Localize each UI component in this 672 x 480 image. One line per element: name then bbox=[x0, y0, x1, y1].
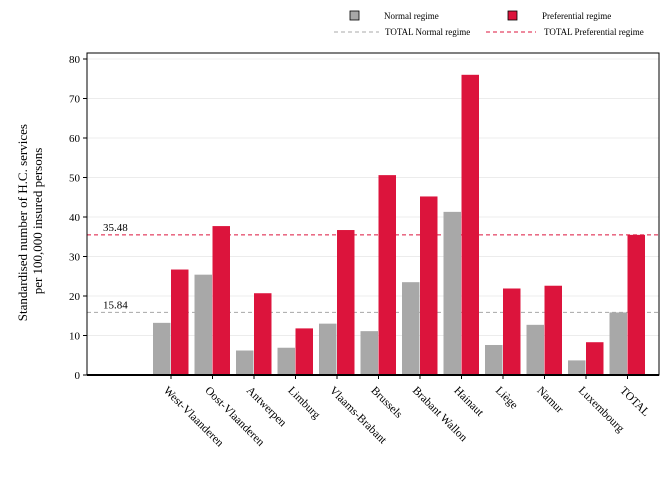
bar bbox=[194, 274, 212, 375]
bar bbox=[402, 282, 420, 375]
bar bbox=[544, 285, 562, 375]
bar bbox=[153, 322, 171, 375]
y-tick-label: 0 bbox=[75, 370, 81, 382]
x-tick-label: Namur bbox=[534, 385, 565, 416]
y-tick-label: 20 bbox=[69, 291, 81, 303]
x-tick-label: TOTAL bbox=[617, 385, 651, 419]
bar bbox=[254, 293, 272, 375]
y-axis-label: Standardised number of H.C. services per… bbox=[15, 121, 45, 321]
x-tick-label: Liège bbox=[493, 385, 520, 412]
y-axis-label-line-2: per 100,000 insured persons bbox=[30, 148, 45, 295]
bar bbox=[337, 230, 355, 375]
bar bbox=[319, 323, 337, 375]
legend-swatch bbox=[349, 10, 360, 21]
y-tick-label: 10 bbox=[69, 331, 81, 343]
legend-label: TOTAL Normal regime bbox=[385, 27, 470, 37]
bar bbox=[627, 234, 645, 375]
bar bbox=[485, 344, 503, 375]
bars bbox=[153, 74, 645, 376]
bar bbox=[277, 347, 295, 375]
bar bbox=[295, 328, 313, 375]
bar bbox=[586, 342, 604, 375]
bar bbox=[503, 288, 521, 375]
bar bbox=[212, 226, 230, 375]
y-axis-label-line-1: Standardised number of H.C. services bbox=[15, 124, 30, 321]
y-tick-label: 50 bbox=[69, 173, 81, 185]
bar bbox=[443, 211, 461, 375]
reference-lines: 15.84 35.48 bbox=[87, 222, 659, 313]
y-tick-label: 80 bbox=[69, 54, 81, 66]
legend: Normal regime Preferential regime TOTAL No… bbox=[334, 10, 644, 37]
bar bbox=[461, 74, 479, 376]
x-tick-label: Brussels bbox=[368, 385, 404, 421]
bar bbox=[378, 175, 396, 375]
bar bbox=[526, 324, 544, 375]
y-tick-label: 70 bbox=[69, 94, 81, 106]
x-tick-label: Limburg bbox=[285, 385, 322, 422]
bar bbox=[360, 331, 378, 375]
bar bbox=[171, 269, 189, 375]
legend-swatch bbox=[507, 10, 518, 21]
legend-label: Preferential regime bbox=[542, 11, 611, 21]
x-tick-label: Hainaut bbox=[451, 385, 486, 420]
bar bbox=[568, 360, 586, 375]
axes: 01020304050607080West-VlaanderenOost-Vla… bbox=[69, 52, 660, 450]
y-tick-label: 60 bbox=[69, 133, 81, 145]
reference-line-label: 35.48 bbox=[103, 222, 128, 234]
legend-label: TOTAL Preferential regime bbox=[544, 27, 644, 37]
bar bbox=[609, 312, 627, 375]
bar bbox=[420, 196, 438, 375]
x-tick-label: Antwerpen bbox=[244, 385, 289, 430]
y-tick-label: 40 bbox=[69, 212, 81, 224]
y-tick-label: 30 bbox=[69, 252, 81, 264]
legend-label: Normal regime bbox=[384, 11, 439, 21]
reference-line-label: 15.84 bbox=[103, 299, 128, 311]
bar bbox=[236, 350, 254, 375]
